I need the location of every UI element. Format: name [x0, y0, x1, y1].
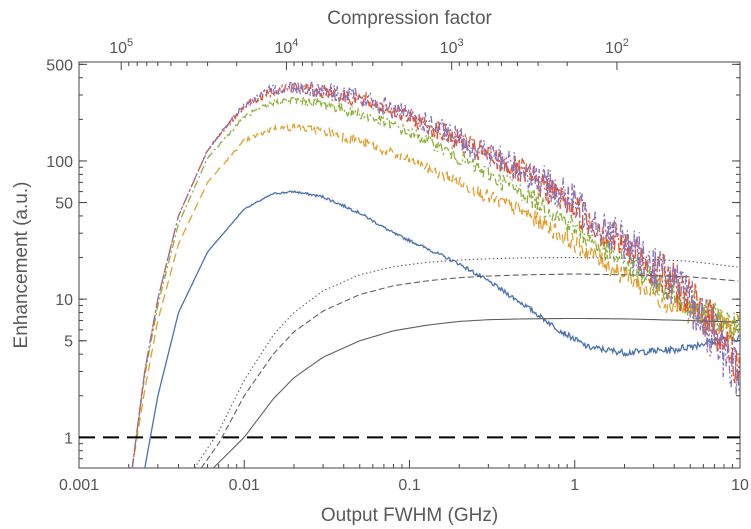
x-tick-label: 0.01 — [229, 477, 260, 494]
series-line-7 — [200, 273, 739, 468]
y-axis-title: Enhancement (a.u.) — [11, 182, 32, 349]
series-layer — [79, 81, 740, 468]
x-tick-label: 0.001 — [59, 477, 99, 494]
y-tick-label: 50 — [55, 196, 73, 213]
y-tick-label: 10 — [55, 292, 73, 309]
y-tick-label: 500 — [46, 57, 73, 74]
x-tick-label: 10 — [731, 477, 749, 494]
series-line-6 — [212, 317, 739, 468]
top-axis-title: Compression factor — [327, 8, 492, 29]
series-line-8 — [194, 257, 738, 468]
series-line-5 — [131, 81, 740, 468]
x-tick-label: 1 — [570, 477, 579, 494]
series-line-1 — [144, 190, 740, 468]
y-tick-label: 5 — [64, 334, 73, 351]
top-tick-label: 103 — [440, 37, 464, 57]
ticks-layer — [78, 62, 741, 469]
top-tick-label: 105 — [109, 37, 133, 57]
x-axis-title: Output FWHM (GHz) — [321, 505, 498, 526]
y-tick-label: 100 — [46, 154, 73, 171]
top-tick-label: 104 — [274, 37, 298, 57]
series-line-3 — [131, 95, 740, 468]
y-tick-label: 1 — [64, 430, 73, 447]
series-line-2 — [131, 123, 740, 468]
x-tick-label: 0.1 — [398, 477, 420, 494]
tick-labels: 0.001 0.01 0.1 1 10 1 5 10 50 100 500 105 104 103 102 — [46, 37, 749, 494]
top-tick-label: 102 — [605, 37, 629, 57]
